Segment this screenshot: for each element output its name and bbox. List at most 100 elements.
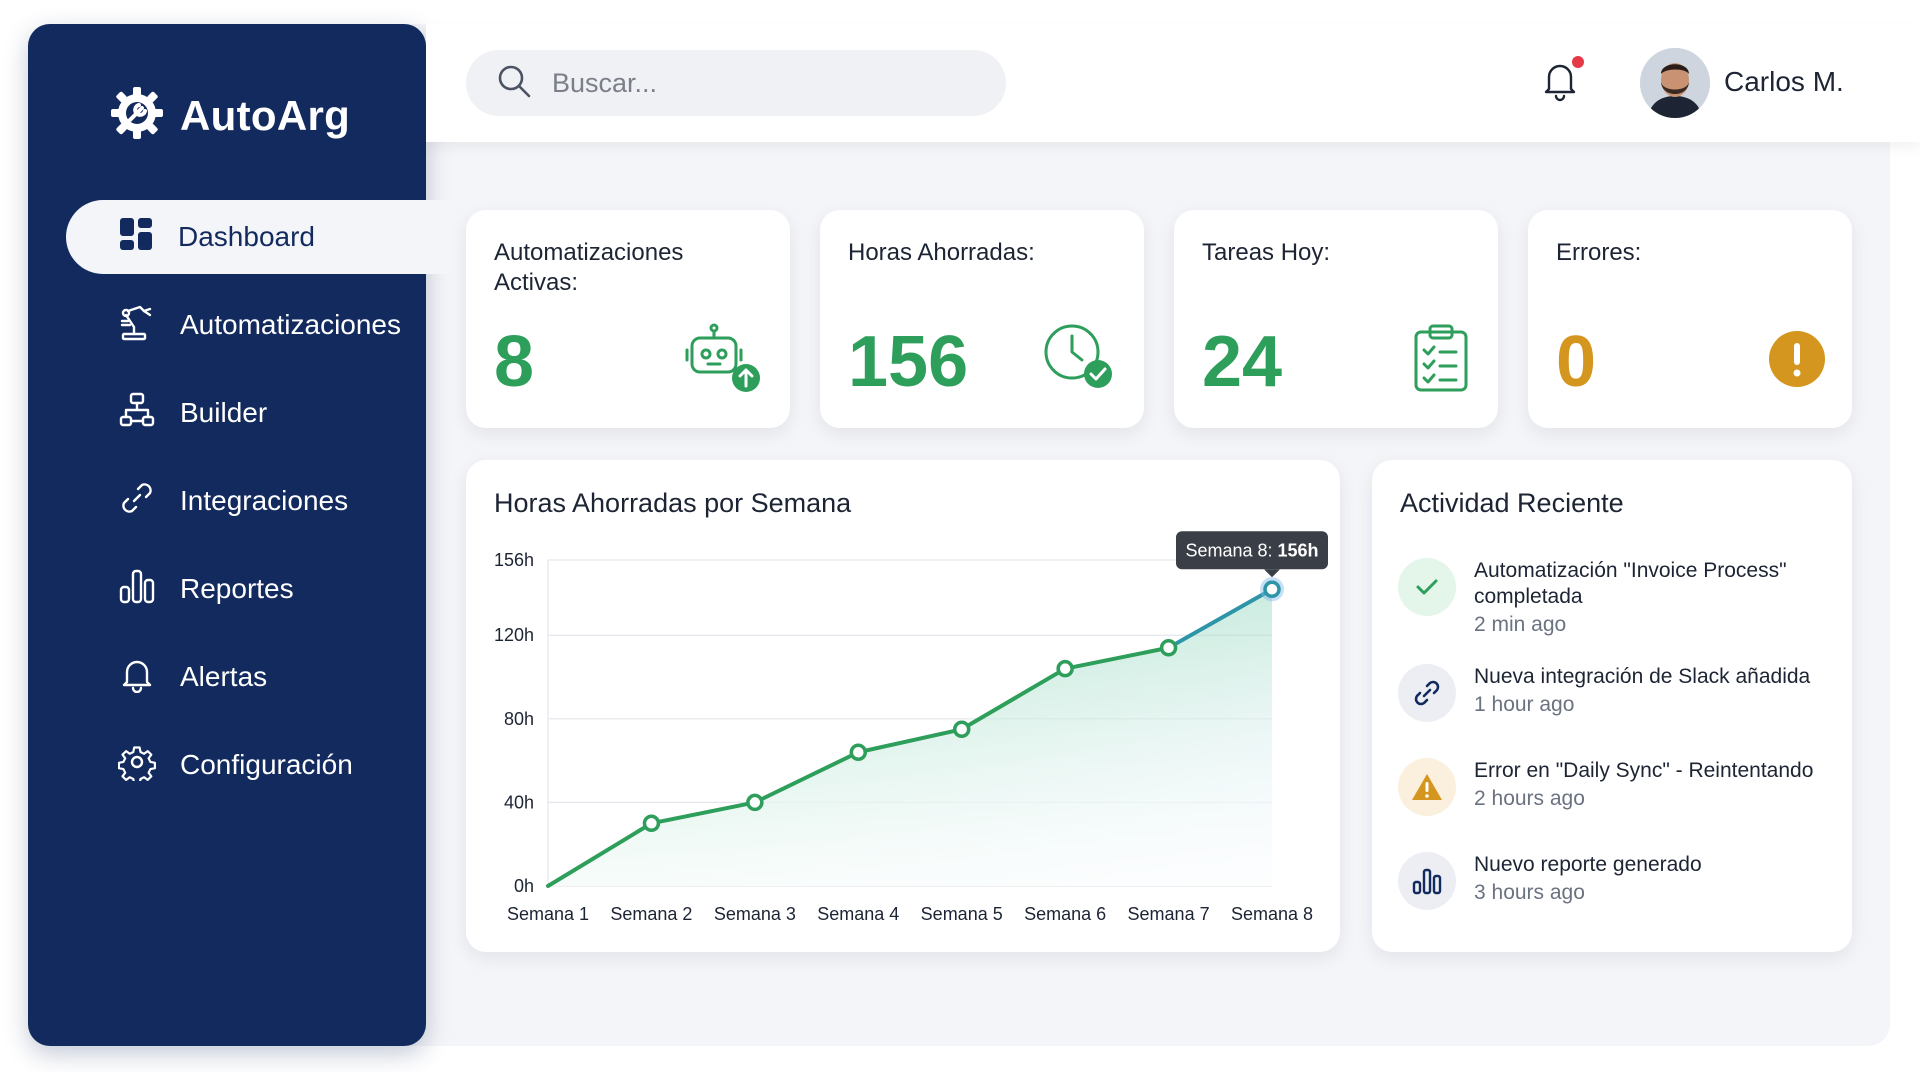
series-line-segment: [752, 750, 861, 805]
sidebar-item-builder[interactable]: Builder: [66, 376, 426, 450]
activity-title: Actividad Reciente: [1400, 488, 1624, 518]
link-icon: [1398, 664, 1456, 722]
activity-text: Nuevo reporte generado: [1474, 853, 1702, 876]
data-point: [642, 814, 661, 833]
robot-arm-icon: [118, 303, 156, 348]
activity-item[interactable]: Nueva integración de Slack añadida 1 hou…: [1398, 664, 1838, 722]
stat-value: 8: [494, 322, 535, 402]
x-tick-label: Semana 3: [714, 904, 796, 924]
y-tick-label: 156h: [494, 550, 534, 570]
sidebar-item-label: Alertas: [180, 661, 268, 692]
tooltip-value: 156h: [1278, 540, 1319, 560]
check-icon: [1398, 558, 1456, 616]
data-point: [849, 743, 868, 762]
data-point: [1056, 659, 1074, 678]
x-tick-label: Semana 5: [921, 904, 1003, 924]
stat-label: Tareas Hoy:: [1202, 239, 1331, 266]
stat-label: Automatizaciones Activas:: [494, 239, 684, 296]
activity-time: 1 hour ago: [1474, 693, 1575, 716]
stat-card-errores: Errores: 0: [1528, 210, 1852, 428]
alert-circle-icon: [1768, 330, 1826, 393]
data-point: [746, 793, 764, 812]
sidebar-item-integraciones[interactable]: Integraciones: [66, 464, 426, 538]
bar-chart-icon: [1398, 852, 1456, 910]
activity-item[interactable]: Error en "Daily Sync" - Reintentando 2 h…: [1398, 758, 1838, 816]
notification-dot: [1572, 56, 1584, 68]
logo[interactable]: AutoArg: [108, 84, 350, 147]
area-fade: [548, 589, 1272, 886]
sidebar-item-reportes[interactable]: Reportes: [66, 552, 426, 626]
line-area-chart: 0h 40h 80h 120h 156h Semana 1 Semana 2 Semana …: [494, 531, 1328, 924]
link-icon: [118, 479, 156, 524]
series-line-segment: [959, 666, 1068, 732]
stat-label: Errores:: [1556, 239, 1642, 266]
search-icon: [496, 63, 532, 104]
sidebar-item-dashboard[interactable]: Dashboard: [66, 200, 456, 274]
series-line-segment: [546, 821, 654, 888]
dashboard-icon: [118, 216, 154, 259]
y-tick-label: 120h: [494, 625, 534, 645]
flow-builder-icon: [118, 391, 156, 436]
clipboard-checklist-icon: [1412, 322, 1472, 399]
stat-value: 156: [848, 322, 969, 402]
tooltip-prefix: Semana 8:: [1185, 540, 1277, 560]
activity-card: Actividad Reciente Automatización "Invoi…: [1372, 460, 1852, 952]
avatar[interactable]: [1640, 48, 1710, 118]
x-tick-label: Semana 4: [817, 904, 899, 924]
tooltip-arrow: [1264, 569, 1280, 578]
clock-check-icon: [1042, 322, 1118, 399]
x-tick-label: Semana 7: [1128, 904, 1210, 924]
sidebar-item-label: Dashboard: [178, 221, 315, 252]
stat-card-automatizaciones: Automatizaciones Activas: 8: [466, 210, 790, 428]
data-point: [1263, 580, 1281, 599]
activity-text: Automatización "Invoice Process" complet…: [1474, 559, 1787, 608]
activity-text: Error en "Daily Sync" - Reintentando: [1474, 759, 1814, 782]
top-header: Carlos M.: [426, 24, 1920, 142]
notification-bell-icon[interactable]: [1540, 58, 1580, 107]
activity-time: 2 hours ago: [1474, 787, 1585, 810]
search-bar[interactable]: [466, 50, 1006, 116]
chart-card: Horas Ahorradas por Semana 0h 40h 80h 120h 1…: [466, 460, 1340, 952]
bar-chart-icon: [118, 567, 156, 612]
series-line-segment: [649, 800, 757, 826]
series-line-segment: [856, 727, 964, 755]
sidebar-item-label: Builder: [180, 397, 268, 428]
gear-icon: [117, 743, 156, 788]
data-point: [952, 720, 971, 739]
stat-label: Horas Ahorradas:: [848, 239, 1035, 266]
bell-icon: [118, 655, 156, 700]
tooltip-text: Semana 8: 156h: [1185, 540, 1318, 560]
user-name[interactable]: Carlos M.: [1724, 66, 1844, 97]
sidebar-item-label: Configuración: [180, 749, 353, 780]
stat-value: 0: [1556, 322, 1597, 402]
sidebar-item-label: Integraciones: [180, 485, 349, 516]
sidebar-item-label: Automatizaciones: [180, 309, 402, 340]
logo-gear-icon: [108, 84, 166, 147]
app-name: AutoArg: [180, 91, 351, 139]
activity-time: 2 min ago: [1474, 613, 1567, 636]
activity-time: 3 hours ago: [1474, 881, 1585, 904]
x-tick-label: Semana 2: [610, 904, 692, 924]
stat-card-tareas: Tareas Hoy: 24: [1174, 210, 1498, 428]
y-tick-label: 0h: [514, 876, 534, 896]
tooltip-box: [1176, 531, 1328, 570]
y-tick-label: 80h: [504, 709, 534, 729]
activity-text: Nueva integración de Slack añadida: [1474, 665, 1811, 688]
warning-icon: [1398, 758, 1456, 816]
series-line-segment: [1166, 587, 1274, 650]
search-input[interactable]: [552, 67, 972, 99]
activity-item[interactable]: Automatización "Invoice Process" complet…: [1398, 558, 1838, 640]
stat-card-horas: Horas Ahorradas: 156: [820, 210, 1144, 428]
sidebar: AutoArg Dashboard Automatizaciones Build…: [28, 24, 456, 1046]
sidebar-item-alertas[interactable]: Alertas: [66, 640, 426, 714]
sidebar-item-configuracion[interactable]: Configuración: [66, 728, 426, 802]
x-tick-label: Semana 8: [1231, 904, 1313, 924]
robot-upload-icon: [684, 322, 764, 403]
sidebar-item-label: Reportes: [180, 573, 294, 604]
sidebar-item-automatizaciones[interactable]: Automatizaciones: [66, 288, 426, 362]
chart-title: Horas Ahorradas por Semana: [494, 488, 852, 518]
x-tick-label: Semana 1: [507, 904, 589, 924]
series-line-segment: [1063, 645, 1171, 671]
activity-item[interactable]: Nuevo reporte generado 3 hours ago: [1398, 852, 1838, 910]
data-point: [1159, 639, 1178, 657]
